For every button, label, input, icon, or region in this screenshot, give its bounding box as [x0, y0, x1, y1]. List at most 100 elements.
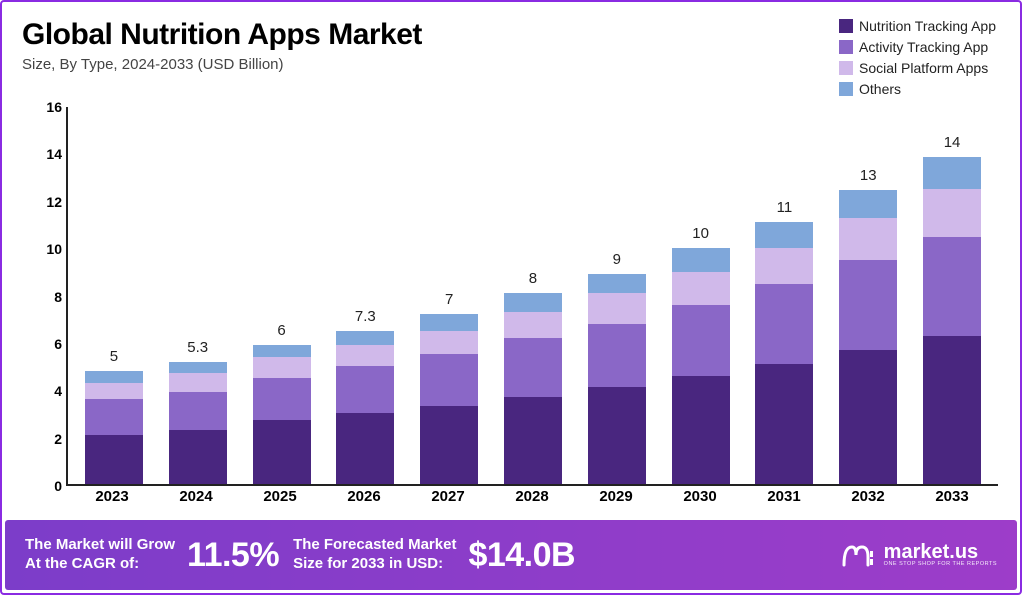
y-tick-label: 14: [26, 146, 62, 162]
bar-segment: [755, 284, 813, 364]
bar-total-label: 6: [277, 322, 285, 345]
legend-label: Social Platform Apps: [859, 60, 988, 76]
bar-segment: [85, 371, 143, 383]
bar-total-label: 5.3: [187, 339, 208, 362]
bar-segment: [85, 399, 143, 434]
y-tick-label: 10: [26, 241, 62, 257]
legend-swatch: [839, 82, 853, 96]
x-tick-label: 2033: [923, 488, 981, 512]
bar-segment: [336, 366, 394, 413]
bar-segment: [85, 435, 143, 484]
legend-label: Nutrition Tracking App: [859, 18, 996, 34]
x-tick-label: 2028: [503, 488, 561, 512]
bar-segment: [336, 413, 394, 484]
brand: market.us ONE STOP SHOP FOR THE REPORTS: [842, 541, 997, 569]
bar-segment: [755, 248, 813, 283]
bar-stack: 5: [85, 371, 143, 484]
y-tick-label: 0: [26, 478, 62, 494]
plot: 55.367.378910111314: [66, 107, 998, 486]
bar-column: 13: [839, 190, 897, 485]
bar-segment: [923, 157, 981, 190]
bar-total-label: 8: [529, 270, 537, 293]
chart-title: Global Nutrition Apps Market: [22, 18, 839, 52]
bar-segment: [253, 420, 311, 484]
bar-segment: [253, 357, 311, 378]
brand-name: market.us: [884, 542, 997, 562]
bar-column: 9: [588, 274, 646, 484]
bar-segment: [169, 373, 227, 392]
bar-segment: [839, 350, 897, 484]
bar-stack: 10: [672, 248, 730, 484]
bar-segment: [336, 331, 394, 345]
forecast-caption: The Forecasted Market Size for 2033 in U…: [293, 536, 456, 574]
bar-column: 10: [672, 248, 730, 484]
bar-stack: 11: [755, 222, 813, 484]
bar-total-label: 5: [110, 348, 118, 371]
bar-segment: [923, 336, 981, 484]
chart-subtitle: Size, By Type, 2024-2033 (USD Billion): [22, 56, 839, 73]
legend-item: Others: [839, 81, 996, 97]
bar-total-label: 7: [445, 291, 453, 314]
forecast-value: $14.0B: [468, 536, 575, 575]
y-tick-label: 4: [26, 383, 62, 399]
forecast-caption-line2: Size for 2033 in USD:: [293, 555, 443, 572]
x-tick-label: 2029: [587, 488, 645, 512]
bar-segment: [169, 430, 227, 484]
bar-total-label: 7.3: [355, 308, 376, 331]
bar-segment: [504, 338, 562, 397]
bar-stack: 8: [504, 293, 562, 484]
bar-total-label: 9: [613, 251, 621, 274]
bar-segment: [923, 237, 981, 336]
x-tick-label: 2024: [167, 488, 225, 512]
legend-label: Others: [859, 81, 901, 97]
bar-segment: [672, 248, 730, 272]
title-block: Global Nutrition Apps Market Size, By Ty…: [22, 18, 839, 73]
y-tick-label: 6: [26, 336, 62, 352]
infographic-container: Global Nutrition Apps Market Size, By Ty…: [0, 0, 1022, 595]
footer-strip: The Market will Grow At the CAGR of: 11.…: [5, 520, 1017, 590]
bar-segment: [169, 362, 227, 374]
x-tick-label: 2023: [83, 488, 141, 512]
bar-stack: 5.3: [169, 362, 227, 485]
y-tick-label: 16: [26, 99, 62, 115]
legend-item: Social Platform Apps: [839, 60, 996, 76]
legend-swatch: [839, 61, 853, 75]
bar-column: 7: [420, 314, 478, 484]
bar-segment: [923, 189, 981, 236]
bar-segment: [588, 293, 646, 324]
brand-tagline: ONE STOP SHOP FOR THE REPORTS: [884, 562, 997, 568]
bar-segment: [420, 354, 478, 406]
bar-column: 6: [253, 345, 311, 484]
bar-segment: [588, 274, 646, 293]
bar-segment: [588, 387, 646, 484]
brand-text: market.us ONE STOP SHOP FOR THE REPORTS: [884, 542, 997, 568]
bar-segment: [504, 293, 562, 312]
x-axis-labels: 2023202420252026202720282029203020312032…: [66, 488, 998, 512]
x-tick-label: 2032: [839, 488, 897, 512]
bar-segment: [253, 378, 311, 420]
bars-container: 55.367.378910111314: [68, 107, 998, 484]
legend-item: Nutrition Tracking App: [839, 18, 996, 34]
bar-segment: [839, 190, 897, 218]
chart-area: 55.367.378910111314 20232024202520262027…: [20, 101, 1002, 512]
bar-segment: [839, 260, 897, 350]
bar-segment: [755, 364, 813, 484]
bar-segment: [672, 272, 730, 305]
x-tick-label: 2026: [335, 488, 393, 512]
bar-column: 7.3: [336, 331, 394, 484]
x-tick-label: 2027: [419, 488, 477, 512]
bar-segment: [253, 345, 311, 357]
cagr-caption-line1: The Market will Grow: [25, 536, 175, 553]
legend-swatch: [839, 40, 853, 54]
legend: Nutrition Tracking AppActivity Tracking …: [839, 18, 1000, 97]
cagr-block: The Market will Grow At the CAGR of: 11.…: [25, 536, 279, 575]
bar-segment: [336, 345, 394, 366]
bar-segment: [420, 331, 478, 355]
bar-column: 11: [755, 222, 813, 484]
y-tick-label: 12: [26, 194, 62, 210]
bar-segment: [588, 324, 646, 388]
legend-swatch: [839, 19, 853, 33]
bar-column: 5.3: [169, 362, 227, 485]
bar-segment: [169, 392, 227, 430]
bar-total-label: 11: [777, 199, 793, 222]
